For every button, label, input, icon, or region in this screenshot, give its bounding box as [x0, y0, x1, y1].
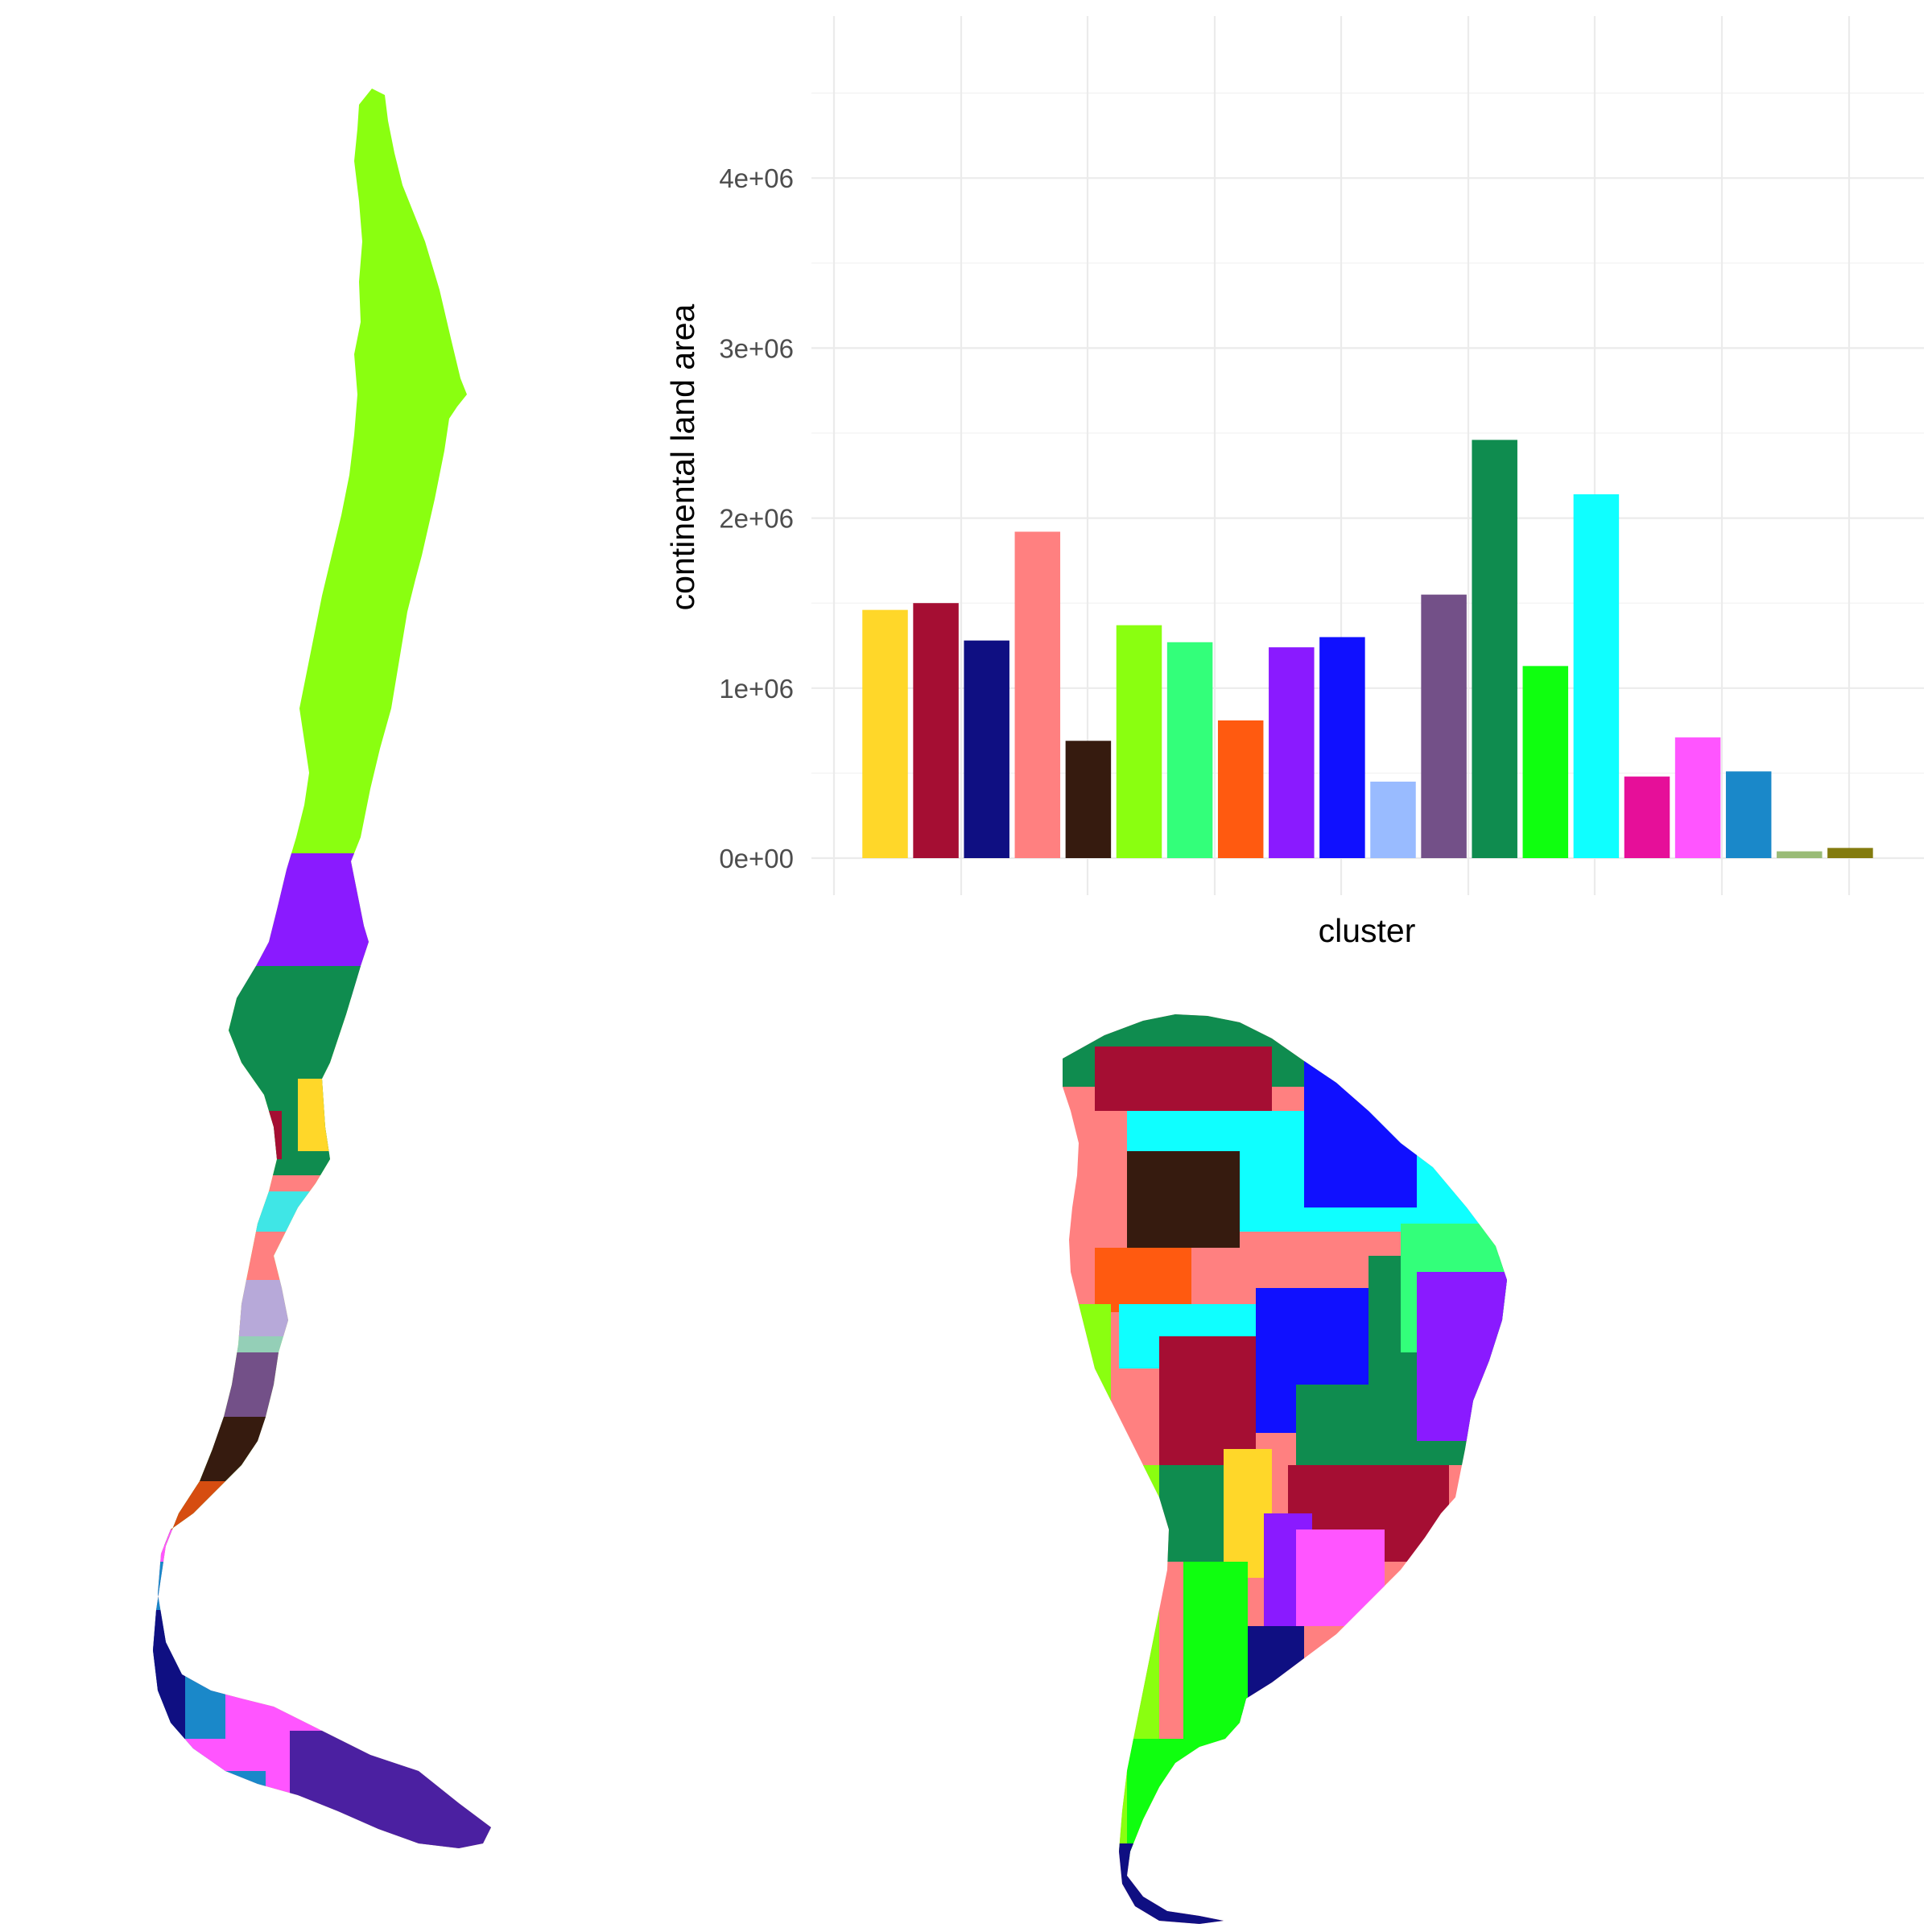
y-tick-label: 1e+06 [719, 674, 794, 704]
bars [862, 440, 1873, 858]
bar-cluster-15 [1573, 494, 1620, 858]
bar-cluster-14 [1522, 666, 1569, 858]
bar-cluster-8 [1217, 720, 1264, 858]
bar-cluster-5 [1065, 741, 1112, 858]
y-tick-label: 3e+06 [719, 333, 794, 363]
bar-cluster-10 [1319, 637, 1365, 858]
bar-chart: 0e+00 1e+06 2e+06 3e+06 4e+06 cluster contin… [664, 16, 1924, 949]
bar-cluster-2 [913, 603, 959, 858]
bar-cluster-20 [1827, 848, 1873, 858]
y-tick-label: 4e+06 [719, 163, 794, 193]
south-america-cluster-map [1063, 1014, 1507, 1924]
bar-cluster-13 [1472, 440, 1517, 858]
chile-cluster-map [153, 89, 491, 1848]
bar-cluster-3 [964, 640, 1009, 858]
x-axis-title: cluster [1319, 912, 1416, 949]
grid-major [811, 16, 1924, 895]
bar-cluster-4 [1014, 531, 1061, 858]
bar-cluster-6 [1116, 625, 1162, 858]
bar-cluster-16 [1624, 776, 1670, 858]
bar-cluster-11 [1370, 781, 1416, 858]
y-tick-labels: 0e+00 1e+06 2e+06 3e+06 4e+06 [719, 163, 794, 873]
bar-cluster-12 [1421, 594, 1467, 858]
y-tick-label: 2e+06 [719, 504, 794, 534]
bar-cluster-1 [862, 609, 908, 858]
bar-cluster-18 [1725, 771, 1772, 858]
y-tick-label: 0e+00 [719, 844, 794, 873]
bar-cluster-9 [1269, 647, 1315, 858]
bar-cluster-17 [1674, 737, 1721, 858]
bar-cluster-19 [1777, 851, 1823, 858]
bar-cluster-7 [1166, 642, 1213, 858]
y-axis-title: continental land area [664, 303, 701, 610]
